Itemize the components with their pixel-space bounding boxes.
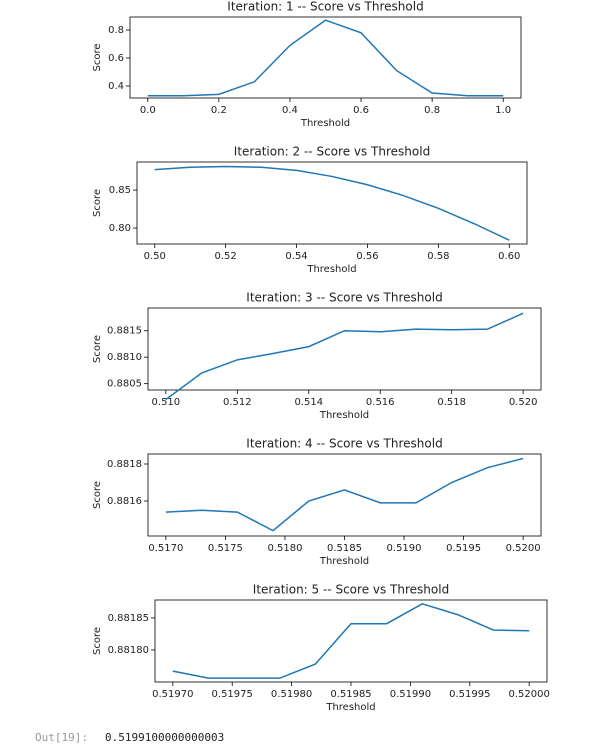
plot-frame xyxy=(136,161,528,245)
y-tick-label: 0.88180 xyxy=(108,645,149,656)
output-prompt: Out[19]: xyxy=(35,731,88,744)
x-tick-label: 0.514 xyxy=(294,397,323,408)
x-tick-label: 0.6 xyxy=(353,105,369,116)
plot-frame xyxy=(154,599,548,683)
x-axis-label: Threshold xyxy=(300,118,350,129)
x-tick-label: 0.52000 xyxy=(509,689,550,700)
x-tick-label: 0.51980 xyxy=(271,689,312,700)
x-tick-label: 0.52 xyxy=(215,251,237,262)
x-tick-label: 0.51975 xyxy=(212,689,253,700)
y-tick-label: 0.8810 xyxy=(107,352,142,363)
chart-title: Iteration: 3 -- Score vs Threshold xyxy=(246,291,442,305)
x-tick-label: 0.520 xyxy=(509,397,538,408)
x-tick-label: 0.4 xyxy=(282,105,298,116)
y-axis-label: Score xyxy=(92,335,103,363)
x-axis-label: Threshold xyxy=(319,556,369,567)
y-tick-label: 0.8816 xyxy=(107,496,142,507)
x-axis-label: Threshold xyxy=(319,410,369,421)
data-line xyxy=(165,457,524,532)
data-line xyxy=(147,19,504,97)
x-tick-label: 0.54 xyxy=(285,251,307,262)
x-tick-label: 0.50 xyxy=(144,251,166,262)
chart-title: Iteration: 5 -- Score vs Threshold xyxy=(253,583,449,597)
x-tick-label: 0.5195 xyxy=(446,543,481,554)
x-tick-label: 1.0 xyxy=(495,105,511,116)
x-axis-label: Threshold xyxy=(306,264,356,275)
y-axis-label: Score xyxy=(92,627,103,655)
x-tick-label: 0.5185 xyxy=(327,543,362,554)
data-line xyxy=(172,603,530,679)
y-tick-label: 0.4 xyxy=(108,81,124,92)
y-tick-label: 0.8805 xyxy=(107,379,142,390)
x-tick-label: 0.60 xyxy=(498,251,520,262)
chart-title: Iteration: 1 -- Score vs Threshold xyxy=(227,0,423,14)
y-tick-label: 0.8 xyxy=(108,25,124,36)
x-tick-label: 0.2 xyxy=(211,105,227,116)
x-tick-label: 0.51990 xyxy=(390,689,431,700)
x-tick-label: 0.512 xyxy=(223,397,252,408)
y-axis-label: Score xyxy=(92,481,103,509)
y-tick-label: 0.88185 xyxy=(108,613,149,624)
y-tick-label: 0.8815 xyxy=(107,326,142,337)
x-tick-label: 0.516 xyxy=(366,397,395,408)
x-tick-label: 0.5190 xyxy=(387,543,422,554)
y-tick-label: 0.6 xyxy=(108,53,124,64)
y-axis-label: Score xyxy=(92,43,103,71)
plot-frame xyxy=(147,453,542,537)
x-tick-label: 0.58 xyxy=(427,251,449,262)
plot-frame xyxy=(129,16,522,99)
output-text: 0.5199100000000003 xyxy=(105,731,224,744)
x-tick-label: 0.56 xyxy=(356,251,378,262)
y-axis-label: Score xyxy=(92,189,103,217)
y-tick-label: 0.80 xyxy=(109,223,131,234)
x-tick-label: 0.0 xyxy=(140,105,156,116)
x-tick-label: 0.5170 xyxy=(148,543,183,554)
data-line xyxy=(165,312,524,401)
y-tick-label: 0.85 xyxy=(109,185,131,196)
x-tick-label: 0.51970 xyxy=(152,689,193,700)
x-tick-label: 0.8 xyxy=(424,105,440,116)
x-tick-label: 0.518 xyxy=(437,397,466,408)
y-tick-label: 0.8818 xyxy=(107,459,142,470)
plot-frame xyxy=(147,307,542,391)
x-axis-label: Threshold xyxy=(325,702,375,713)
x-tick-label: 0.51985 xyxy=(330,689,371,700)
chart-title: Iteration: 2 -- Score vs Threshold xyxy=(234,145,430,159)
x-tick-label: 0.5180 xyxy=(267,543,302,554)
x-tick-label: 0.51995 xyxy=(449,689,490,700)
chart-title: Iteration: 4 -- Score vs Threshold xyxy=(246,437,442,451)
x-tick-label: 0.5200 xyxy=(506,543,541,554)
x-tick-label: 0.510 xyxy=(152,397,181,408)
x-tick-label: 0.5175 xyxy=(208,543,243,554)
data-line xyxy=(154,165,510,241)
